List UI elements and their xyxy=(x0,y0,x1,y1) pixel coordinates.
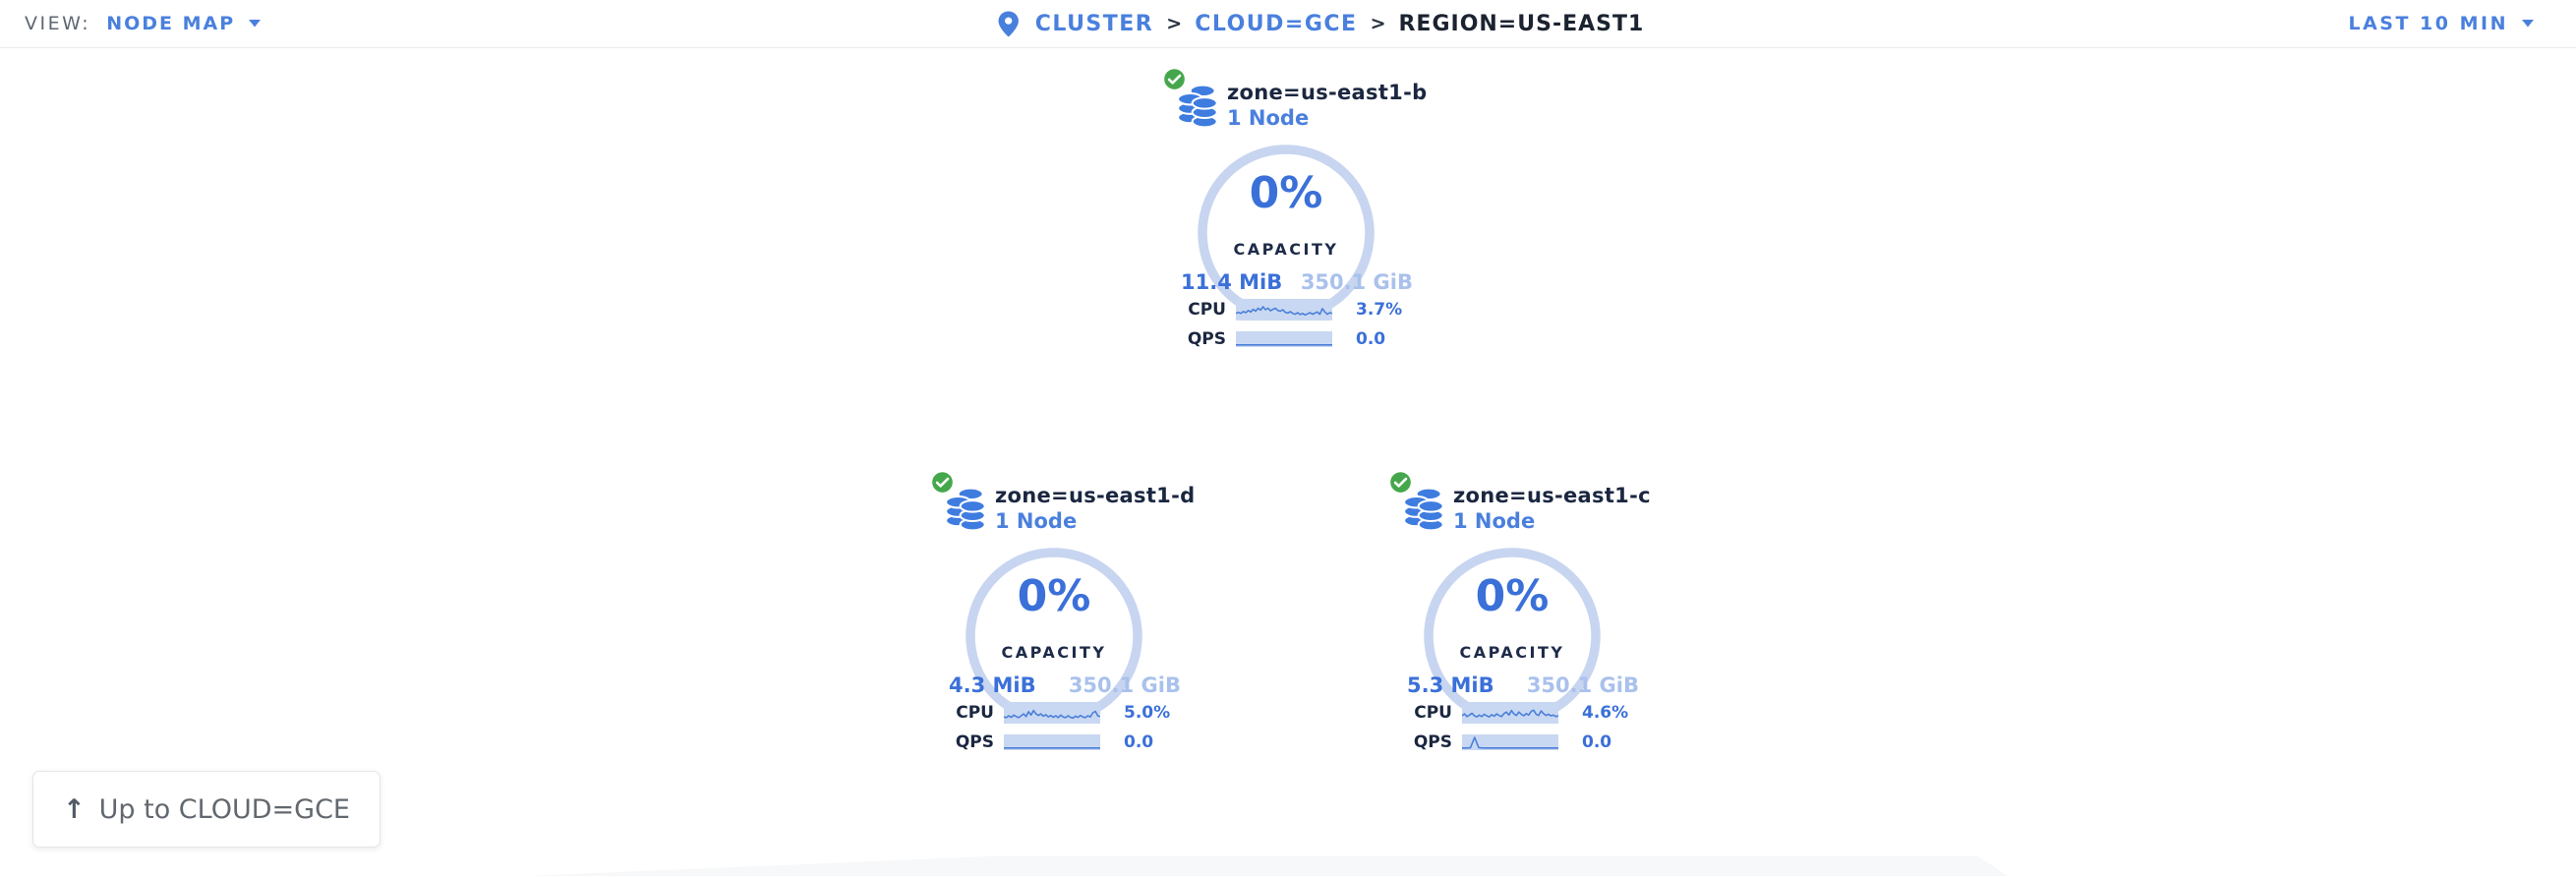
cpu-metric-row: CPU 3.7% xyxy=(1183,299,1402,321)
capacity-gauge-arc xyxy=(966,548,1142,714)
qps-metric-row: QPS 0.0 xyxy=(951,732,1153,752)
capacity-used: 11.4 MiB xyxy=(1181,270,1283,294)
time-range-group: LAST 10 MIN xyxy=(2348,0,2535,47)
qps-value: 0.0 xyxy=(1582,732,1612,752)
qps-value: 0.0 xyxy=(1356,329,1386,349)
cpu-sparkline-chart xyxy=(1004,702,1100,724)
up-to-cloud-gce-button[interactable]: ↑ Up to CLOUD=GCE xyxy=(32,771,381,848)
cpu-metric-row: CPU 4.6% xyxy=(1409,702,1628,724)
breadcrumb-region-current: REGION=US-EAST1 xyxy=(1398,11,1645,36)
qps-value: 0.0 xyxy=(1124,732,1154,752)
map-land-shape xyxy=(526,856,2008,876)
breadcrumb-separator: > xyxy=(1166,13,1183,34)
cpu-metric-row: CPU 5.0% xyxy=(951,702,1170,724)
qps-label: QPS xyxy=(1413,732,1452,752)
topbar: VIEW: NODE MAP CLUSTER > CLOUD=GCE > REG… xyxy=(0,0,2576,48)
cpu-value: 3.7% xyxy=(1356,300,1403,320)
qps-sparkline-chart xyxy=(1236,331,1332,347)
cpu-label: CPU xyxy=(1414,703,1452,723)
chevron-down-icon xyxy=(2521,17,2535,31)
breadcrumb-cluster-link[interactable]: CLUSTER xyxy=(1034,11,1154,36)
zone-node-count-link[interactable]: 1 Node xyxy=(1227,106,1310,130)
capacity-percentage: 0% xyxy=(1017,571,1091,621)
zone-name: zone=us-east1-c xyxy=(1453,484,1651,507)
chevron-down-icon xyxy=(248,17,262,31)
capacity-gauge-arc xyxy=(1424,548,1601,714)
up-arrow-icon: ↑ xyxy=(63,793,86,825)
zone-card-us-east1-c[interactable]: zone=us-east1-c 1 Node 0% CAPACITY 5.3 M… xyxy=(1375,466,1651,771)
breadcrumb: CLUSTER > CLOUD=GCE > REGION=US-EAST1 xyxy=(997,0,1645,47)
cpu-label: CPU xyxy=(1188,300,1226,320)
nodes-stack-icon xyxy=(945,486,990,537)
qps-metric-row: QPS 0.0 xyxy=(1183,329,1385,349)
cpu-sparkline-chart xyxy=(1462,702,1558,724)
cpu-value: 5.0% xyxy=(1124,703,1171,723)
zone-card-us-east1-d[interactable]: zone=us-east1-d 1 Node 0% CAPACITY 4.3 M… xyxy=(916,466,1196,771)
time-range-dropdown[interactable]: LAST 10 MIN xyxy=(2348,13,2535,34)
qps-label: QPS xyxy=(1187,329,1226,349)
cpu-sparkline-chart xyxy=(1236,299,1332,321)
healthy-check-icon xyxy=(1388,470,1413,498)
qps-metric-row: QPS 0.0 xyxy=(1409,732,1611,752)
nodes-stack-icon xyxy=(1403,486,1448,537)
capacity-gauge-arc xyxy=(1198,145,1375,311)
capacity-used: 5.3 MiB xyxy=(1407,673,1494,697)
qps-sparkline-chart xyxy=(1462,734,1558,750)
capacity-total: 350.1 GiB xyxy=(1300,270,1413,294)
zone-card-us-east1-b[interactable]: zone=us-east1-b 1 Node 0% CAPACITY 11.4 … xyxy=(1148,63,1428,368)
healthy-check-icon xyxy=(1162,67,1187,95)
breadcrumb-cloud-gce-link[interactable]: CLOUD=GCE xyxy=(1195,11,1358,36)
cpu-label: CPU xyxy=(956,703,994,723)
cpu-value: 4.6% xyxy=(1582,703,1629,723)
node-map-canvas: zone=us-east1-b 1 Node 0% CAPACITY 11.4 … xyxy=(0,48,2576,876)
capacity-total: 350.1 GiB xyxy=(1068,673,1181,697)
time-range-value: LAST 10 MIN xyxy=(2348,13,2508,34)
capacity-total: 350.1 GiB xyxy=(1526,673,1639,697)
qps-label: QPS xyxy=(955,732,994,752)
capacity-percentage: 0% xyxy=(1249,168,1323,218)
location-pin-icon xyxy=(997,10,1021,38)
zone-name: zone=us-east1-d xyxy=(995,484,1196,507)
zone-node-count-link[interactable]: 1 Node xyxy=(1453,509,1536,533)
capacity-usage-row: 5.3 MiB 350.1 GiB xyxy=(1407,673,1639,698)
view-dropdown[interactable]: NODE MAP xyxy=(106,13,262,34)
zone-name: zone=us-east1-b xyxy=(1227,81,1428,104)
capacity-label: CAPACITY xyxy=(1459,643,1565,662)
view-selector-group: VIEW: NODE MAP xyxy=(25,0,262,47)
capacity-label: CAPACITY xyxy=(1233,240,1339,259)
breadcrumb-separator: > xyxy=(1370,13,1386,34)
nodes-stack-icon xyxy=(1177,83,1222,134)
capacity-used: 4.3 MiB xyxy=(949,673,1036,697)
healthy-check-icon xyxy=(930,470,955,498)
capacity-percentage: 0% xyxy=(1475,571,1550,621)
view-label: VIEW: xyxy=(25,13,91,34)
capacity-label: CAPACITY xyxy=(1001,643,1107,662)
view-dropdown-value: NODE MAP xyxy=(106,13,236,34)
zone-node-count-link[interactable]: 1 Node xyxy=(995,509,1078,533)
capacity-usage-row: 4.3 MiB 350.1 GiB xyxy=(949,673,1181,698)
capacity-usage-row: 11.4 MiB 350.1 GiB xyxy=(1181,270,1413,295)
qps-sparkline-chart xyxy=(1004,734,1100,750)
up-button-label: Up to CLOUD=GCE xyxy=(98,793,350,825)
